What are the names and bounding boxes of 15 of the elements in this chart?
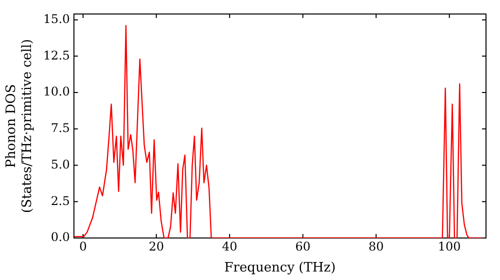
y-tick-label: 15.0	[43, 12, 70, 26]
y-tick-label: 10.0	[43, 84, 70, 99]
y-tick-label: 7.5	[50, 121, 70, 136]
y-axis-title: Phonon DOS (States/THz·primitive cell)	[4, 38, 35, 214]
x-tick-label: 100	[438, 239, 461, 254]
x-tick-label: 60	[295, 239, 310, 254]
x-axis-title: Frequency (THz)	[224, 260, 336, 276]
x-tick-label: 0	[79, 239, 87, 254]
x-tick-label: 20	[148, 239, 164, 254]
y-tick-label: 5.0	[50, 157, 70, 172]
y-tick-label: 12.5	[43, 48, 70, 62]
y-tick-label: 2.5	[50, 194, 70, 208]
x-tick-label: 80	[368, 239, 384, 254]
y-tick-label: 0.0	[50, 230, 70, 244]
x-tick-label: 40	[222, 239, 238, 254]
